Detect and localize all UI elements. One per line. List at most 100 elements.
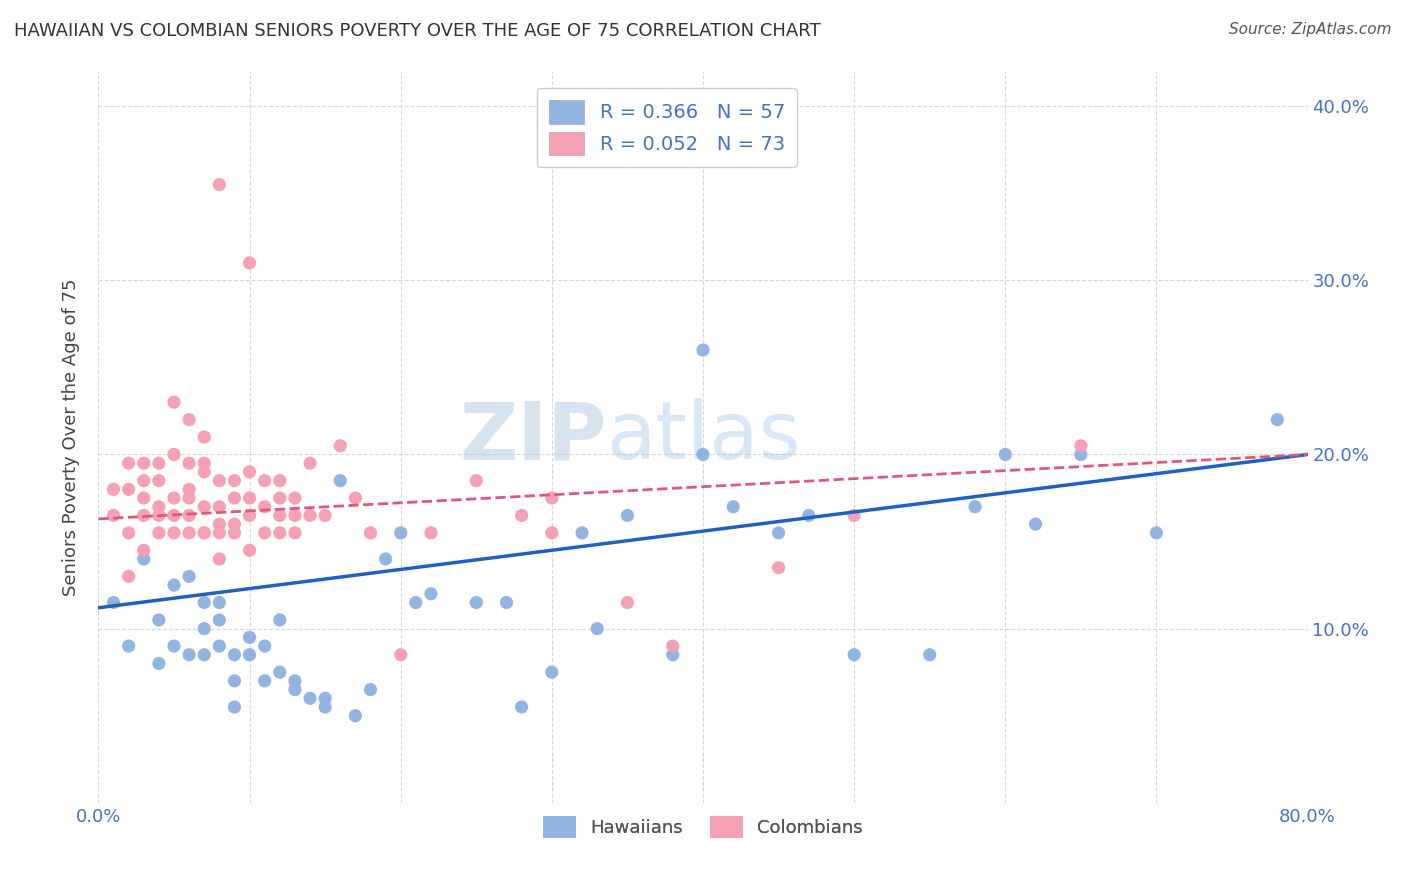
Point [374, 552, 396, 566]
Point [661, 639, 683, 653]
Point [661, 648, 683, 662]
Point [193, 430, 215, 444]
Point [239, 491, 262, 505]
Point [179, 525, 201, 540]
Point [768, 560, 790, 574]
Point [193, 648, 215, 662]
Point [299, 456, 322, 470]
Point [179, 412, 201, 426]
Point [239, 631, 262, 645]
Point [692, 343, 714, 357]
Point [360, 682, 382, 697]
Point [314, 508, 336, 523]
Point [269, 525, 291, 540]
Point [284, 508, 307, 523]
Point [314, 691, 336, 706]
Point [148, 657, 170, 671]
Point [344, 491, 367, 505]
Point [179, 483, 201, 497]
Point [284, 525, 307, 540]
Point [253, 500, 276, 514]
Point [163, 578, 186, 592]
Point [616, 595, 638, 609]
Point [844, 648, 866, 662]
Point [118, 525, 141, 540]
Point [132, 474, 155, 488]
Point [103, 508, 125, 523]
Point [1070, 448, 1092, 462]
Point [208, 517, 231, 532]
Point [768, 525, 790, 540]
Point [224, 700, 246, 714]
Point [148, 613, 170, 627]
Point [163, 448, 186, 462]
Point [994, 448, 1017, 462]
Point [389, 648, 412, 662]
Text: HAWAIIAN VS COLOMBIAN SENIORS POVERTY OVER THE AGE OF 75 CORRELATION CHART: HAWAIIAN VS COLOMBIAN SENIORS POVERTY OV… [14, 22, 821, 40]
Point [797, 508, 820, 523]
Point [284, 682, 307, 697]
Point [163, 525, 186, 540]
Point [465, 595, 488, 609]
Point [179, 648, 201, 662]
Point [360, 525, 382, 540]
Point [1024, 517, 1046, 532]
Point [208, 595, 231, 609]
Point [224, 673, 246, 688]
Point [540, 491, 562, 505]
Text: Source: ZipAtlas.com: Source: ZipAtlas.com [1229, 22, 1392, 37]
Point [269, 474, 291, 488]
Point [208, 178, 231, 192]
Point [193, 456, 215, 470]
Point [132, 508, 155, 523]
Point [148, 508, 170, 523]
Point [224, 648, 246, 662]
Point [253, 474, 276, 488]
Point [163, 395, 186, 409]
Point [148, 525, 170, 540]
Point [118, 569, 141, 583]
Point [132, 543, 155, 558]
Point [844, 508, 866, 523]
Point [239, 543, 262, 558]
Point [510, 508, 533, 523]
Point [132, 456, 155, 470]
Point [299, 508, 322, 523]
Point [253, 525, 276, 540]
Point [148, 456, 170, 470]
Point [253, 673, 276, 688]
Point [118, 456, 141, 470]
Point [616, 508, 638, 523]
Y-axis label: Seniors Poverty Over the Age of 75: Seniors Poverty Over the Age of 75 [62, 278, 80, 596]
Point [571, 525, 593, 540]
Point [208, 500, 231, 514]
Point [179, 456, 201, 470]
Point [103, 595, 125, 609]
Point [148, 500, 170, 514]
Point [193, 465, 215, 479]
Point [239, 508, 262, 523]
Point [224, 474, 246, 488]
Text: atlas: atlas [606, 398, 800, 476]
Point [965, 500, 987, 514]
Point [1267, 412, 1289, 426]
Point [284, 491, 307, 505]
Point [723, 500, 745, 514]
Point [118, 483, 141, 497]
Point [420, 587, 443, 601]
Text: ZIP: ZIP [458, 398, 606, 476]
Point [540, 525, 562, 540]
Point [269, 613, 291, 627]
Point [239, 465, 262, 479]
Point [389, 525, 412, 540]
Point [208, 639, 231, 653]
Point [132, 552, 155, 566]
Point [299, 691, 322, 706]
Point [179, 569, 201, 583]
Point [540, 665, 562, 680]
Point [103, 483, 125, 497]
Point [224, 525, 246, 540]
Point [495, 595, 517, 609]
Point [208, 474, 231, 488]
Point [239, 648, 262, 662]
